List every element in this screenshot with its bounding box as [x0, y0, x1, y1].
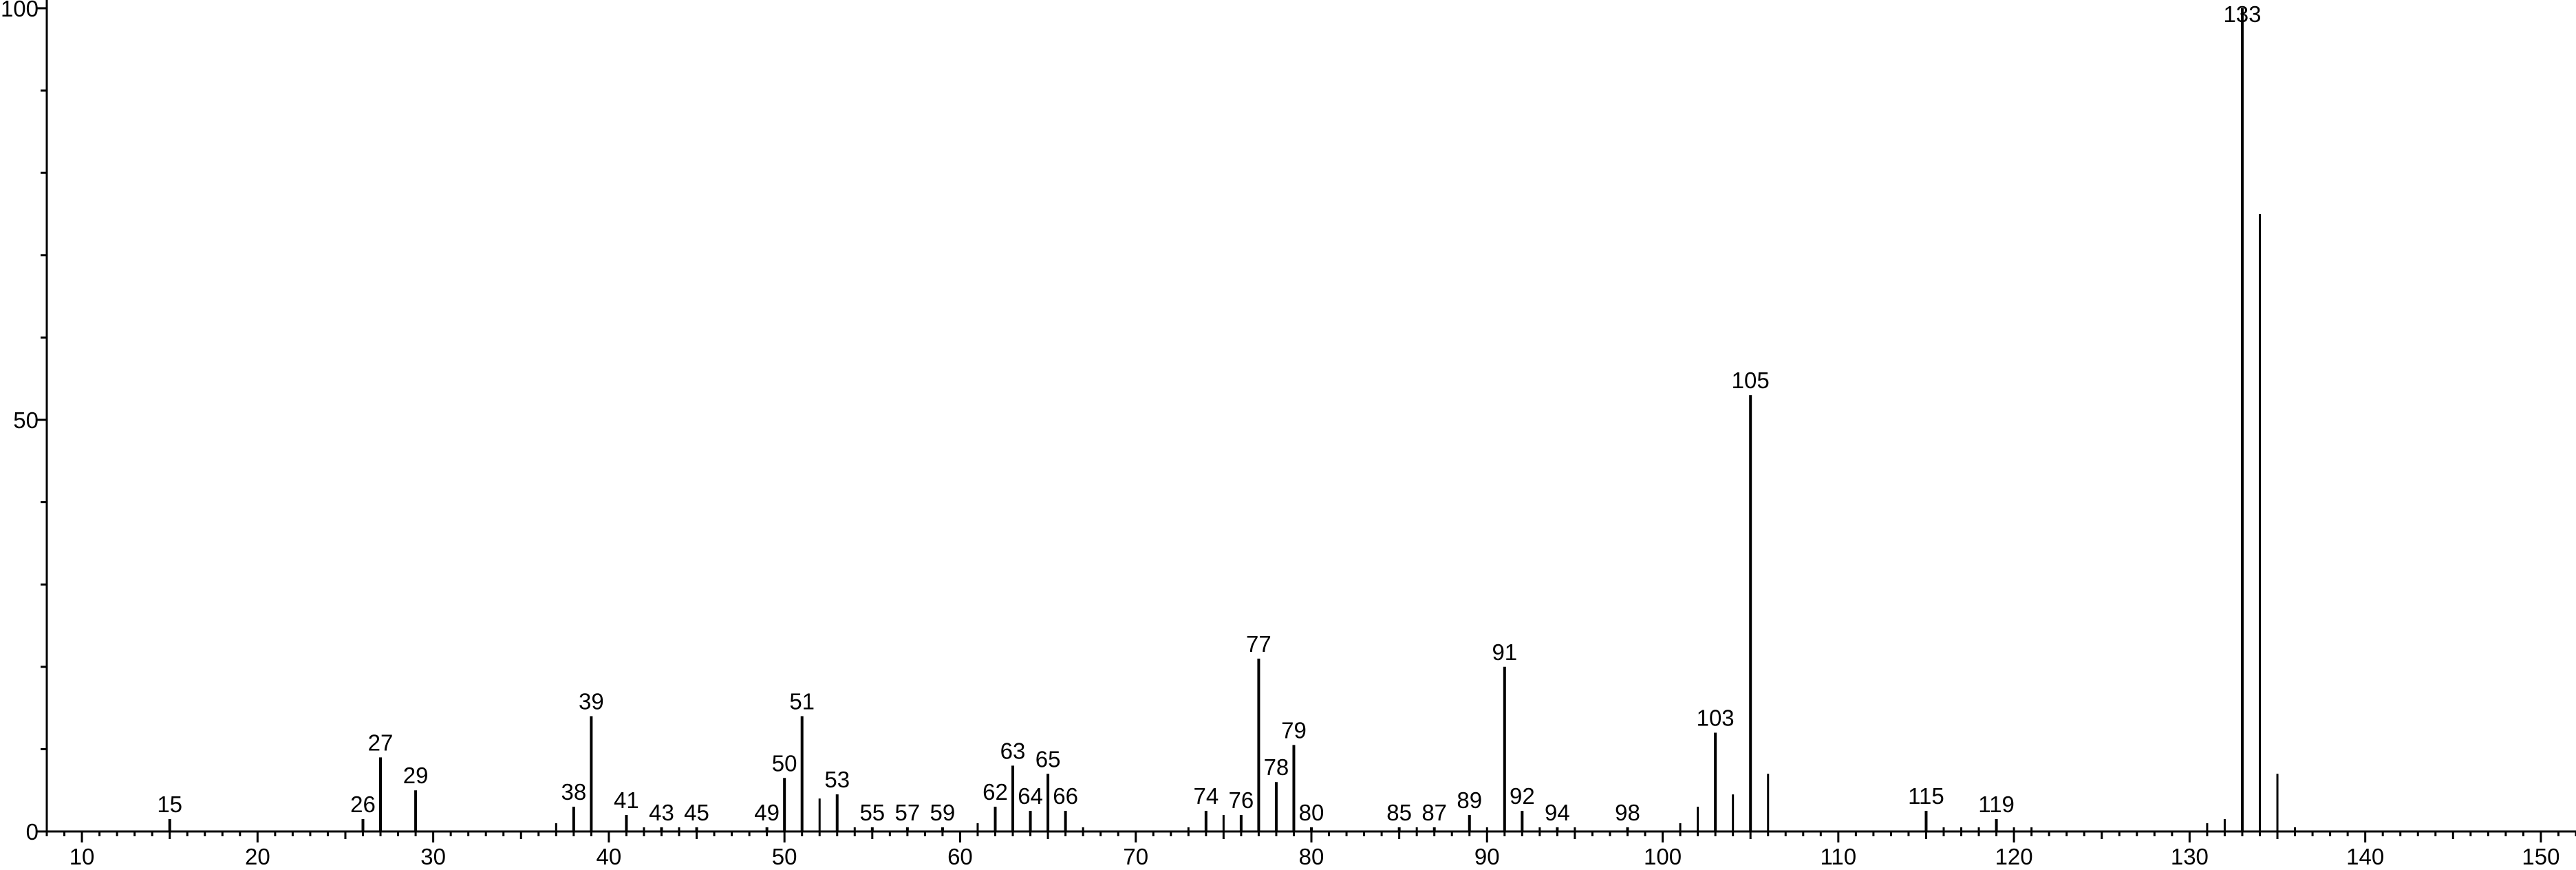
peak-label: 41 — [614, 787, 639, 813]
x-tick-label: 60 — [947, 844, 973, 869]
peak-label: 55 — [859, 800, 885, 825]
y-tick-label: 50 — [13, 407, 39, 433]
peak-label: 15 — [157, 792, 182, 817]
y-tick-label: 0 — [26, 819, 39, 845]
x-tick-label: 130 — [2171, 844, 2209, 869]
peak-label: 77 — [1246, 631, 1271, 657]
peak-label: 92 — [1510, 783, 1535, 809]
y-tick-label: 100 — [1, 0, 39, 21]
peak-label: 50 — [772, 750, 797, 776]
x-tick-label: 150 — [2522, 844, 2559, 869]
peak-label: 103 — [1697, 705, 1735, 730]
x-tick-label: 90 — [1474, 844, 1500, 869]
peaks — [168, 8, 2297, 831]
peak-label: 76 — [1229, 787, 1254, 813]
peak-label: 29 — [403, 763, 429, 788]
peak-label: 57 — [895, 800, 921, 825]
peak-label: 98 — [1615, 800, 1640, 825]
peak-label: 87 — [1421, 800, 1447, 825]
peak-label: 89 — [1457, 787, 1482, 813]
x-tick-label: 100 — [1644, 844, 1682, 869]
peak-label: 85 — [1386, 800, 1412, 825]
peak-label: 105 — [1732, 368, 1770, 393]
peak-label: 80 — [1299, 800, 1324, 825]
peak-label: 51 — [789, 689, 815, 714]
peak-label: 27 — [368, 730, 394, 755]
x-tick-label: 110 — [1821, 844, 1857, 869]
peak-label: 43 — [649, 800, 674, 825]
peak-label: 53 — [824, 767, 850, 792]
x-tick-label: 70 — [1123, 844, 1148, 869]
peak-label: 49 — [754, 800, 780, 825]
x-tick-label: 10 — [69, 844, 95, 869]
peak-label: 66 — [1053, 783, 1078, 809]
x-tick-label: 30 — [420, 844, 446, 869]
peak-label: 38 — [561, 779, 586, 805]
peak-labels: 15 26 27 29 38 39 41 43 45 49 50 51 53 55 57 59 62 63 64 65… — [157, 1, 2261, 825]
peak-label: 74 — [1193, 783, 1219, 809]
x-tick-label: 40 — [597, 844, 622, 869]
x-tick-label: 140 — [2346, 844, 2384, 869]
peak-label: 79 — [1281, 717, 1307, 743]
x-tick-label: 50 — [772, 844, 797, 869]
peak-label: 133 — [2223, 1, 2261, 27]
peak-label: 91 — [1492, 639, 1517, 665]
peak-label: 63 — [1000, 738, 1026, 763]
peak-label: 26 — [350, 792, 376, 817]
peak-label: 45 — [684, 800, 709, 825]
peak-label: 62 — [983, 779, 1008, 805]
peak-label: 39 — [579, 689, 604, 714]
x-tick-label: 20 — [245, 844, 270, 869]
peak-label: 119 — [1978, 792, 2015, 817]
peak-label: 78 — [1264, 754, 1289, 780]
peak-label: 94 — [1545, 800, 1570, 825]
peak-label: 115 — [1908, 783, 1944, 809]
peak-label: 59 — [930, 800, 956, 825]
peak-label: 65 — [1035, 746, 1061, 772]
x-tick-label: 80 — [1299, 844, 1324, 869]
peak-label: 64 — [1018, 783, 1043, 809]
x-tick-label: 120 — [1995, 844, 2033, 869]
